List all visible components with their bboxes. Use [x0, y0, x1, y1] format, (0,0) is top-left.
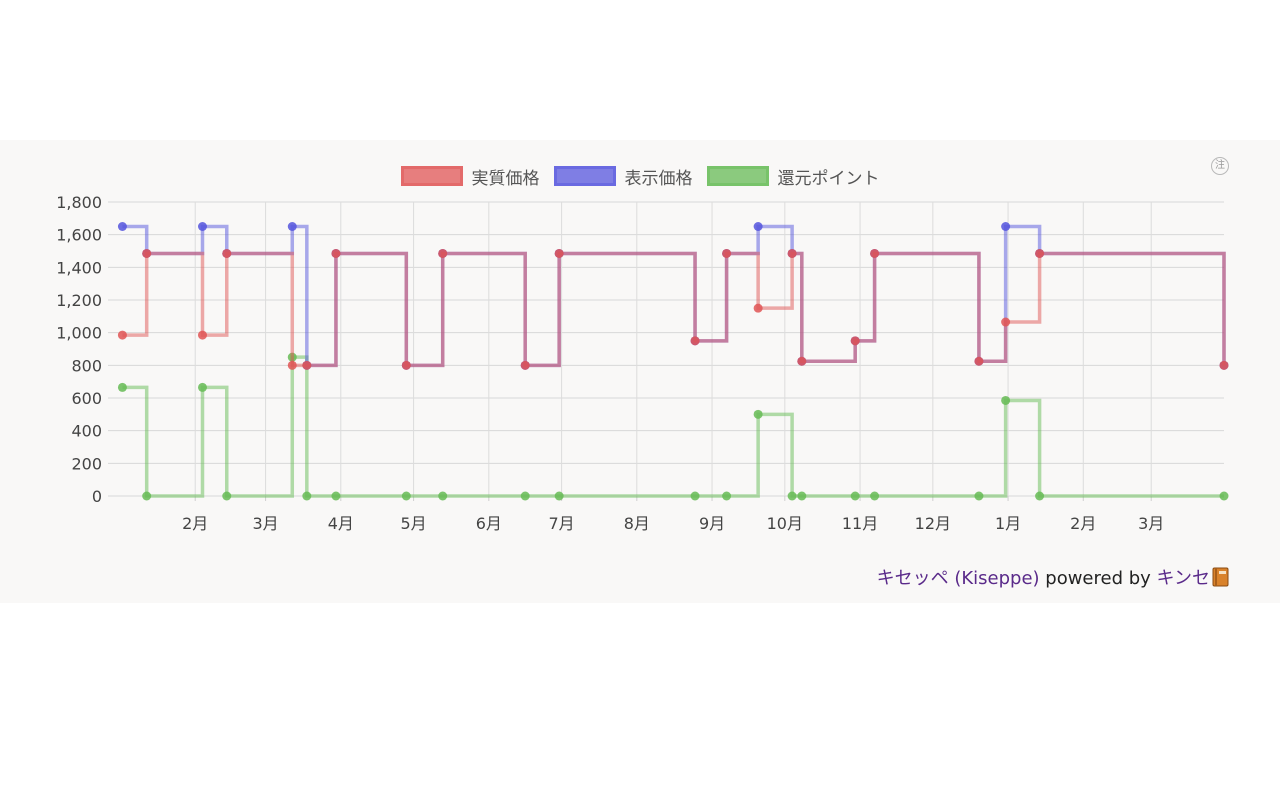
x-tick-label: 11月	[842, 514, 878, 533]
data-point-0	[438, 248, 448, 258]
data-point-1	[117, 222, 127, 231]
kinseri-link[interactable]: キンセリ	[1156, 568, 1228, 589]
data-point-0	[520, 360, 530, 370]
price-chart: 0 200 400 600 800 1,000 1,200 1,400 1,600 1,800 2月…	[56, 193, 1229, 533]
y-tick-label: 200	[71, 454, 102, 473]
data-point-0	[870, 248, 880, 258]
data-point-2	[870, 491, 880, 501]
data-point-0	[722, 248, 732, 258]
x-tick-label: 3月	[1138, 514, 1164, 533]
legend-item-0[interactable]: 実質価格	[400, 164, 540, 189]
data-point-0	[690, 336, 700, 346]
data-point-2	[438, 491, 448, 501]
legend-label: 実質価格	[471, 168, 540, 189]
x-tick-label: 2月	[1070, 514, 1096, 533]
legend-swatch	[706, 166, 769, 186]
data-point-2	[753, 409, 763, 419]
book-icon[interactable]	[1212, 567, 1230, 587]
y-tick-label: 800	[71, 356, 102, 375]
series-line-1	[122, 224, 1226, 368]
data-point-2	[690, 491, 700, 501]
data-point-2	[142, 491, 152, 501]
data-point-0	[554, 248, 564, 258]
x-tick-label: 12月	[915, 514, 951, 533]
data-point-0	[1035, 248, 1045, 258]
x-tick-label: 4月	[328, 514, 354, 533]
data-point-1	[753, 222, 763, 231]
y-tick-label: 1,200	[56, 291, 102, 310]
price-history-panel: 0 200 400 600 800 1,000 1,200 1,400 1,600 1,800 2月…	[0, 140, 1280, 603]
data-point-0	[331, 248, 341, 258]
data-point-2	[850, 491, 860, 501]
y-tick-label: 1,000	[56, 324, 102, 343]
data-point-0	[1219, 360, 1229, 370]
data-point-0	[287, 360, 297, 370]
legend-label: 還元ポイント	[777, 168, 880, 189]
data-point-2	[222, 491, 232, 501]
data-point-0	[142, 248, 152, 258]
x-tick-label: 7月	[549, 514, 575, 533]
data-point-1	[197, 222, 207, 231]
note-icon[interactable]: 注	[1211, 157, 1229, 175]
data-point-2	[302, 491, 312, 501]
data-point-0	[197, 330, 207, 340]
data-point-0	[117, 330, 127, 340]
legend-item-1[interactable]: 表示価格	[553, 164, 693, 189]
data-point-2	[554, 491, 564, 501]
data-point-1	[1001, 222, 1011, 231]
data-point-0	[797, 356, 807, 366]
data-point-2	[401, 491, 411, 501]
legend-swatch	[400, 166, 463, 186]
data-point-2	[197, 382, 207, 392]
powered-by-text: powered by	[1039, 568, 1157, 589]
x-tick-label: 5月	[400, 514, 426, 533]
data-point-0	[222, 248, 232, 258]
y-tick-label: 1,800	[56, 193, 102, 212]
x-tick-label: 3月	[252, 514, 278, 533]
data-point-0	[850, 336, 860, 346]
data-point-2	[520, 491, 530, 501]
x-tick-label: 2月	[182, 514, 208, 533]
chart-legend: 実質価格 表示価格 還元ポイント	[0, 164, 1280, 189]
y-tick-label: 400	[71, 422, 102, 441]
data-point-2	[787, 491, 797, 501]
y-tick-label: 600	[71, 389, 102, 408]
x-tick-label: 8月	[624, 514, 650, 533]
data-point-0	[787, 248, 797, 258]
data-point-2	[797, 491, 807, 501]
kiseppe-link[interactable]: キセッペ (Kiseppe)	[876, 568, 1040, 589]
y-tick-label: 1,600	[56, 226, 102, 245]
data-point-0	[974, 356, 984, 366]
data-point-0	[753, 303, 763, 313]
data-point-2	[1001, 395, 1011, 405]
data-point-0	[1001, 317, 1011, 327]
legend-swatch	[553, 166, 616, 186]
data-point-2	[331, 491, 341, 501]
credit-line: キセッペ (Kiseppe) powered by キンセリ	[877, 564, 1228, 590]
y-tick-label: 1,400	[56, 258, 102, 277]
data-point-2	[1035, 491, 1045, 501]
data-point-2	[117, 382, 127, 392]
legend-item-2[interactable]: 還元ポイント	[706, 164, 880, 189]
data-point-1	[287, 222, 297, 231]
x-tick-label: 10月	[767, 514, 803, 533]
y-tick-label: 0	[92, 487, 102, 506]
x-tick-label: 1月	[995, 514, 1021, 533]
data-point-2	[974, 491, 984, 501]
data-point-2	[722, 491, 732, 501]
data-point-0	[401, 360, 411, 370]
x-tick-label: 6月	[476, 514, 502, 533]
x-tick-label: 9月	[699, 514, 725, 533]
legend-label: 表示価格	[624, 168, 693, 189]
data-point-0	[302, 360, 312, 370]
data-point-2	[1219, 491, 1229, 501]
series-line-0	[122, 251, 1226, 368]
series-line-2	[122, 355, 1224, 498]
